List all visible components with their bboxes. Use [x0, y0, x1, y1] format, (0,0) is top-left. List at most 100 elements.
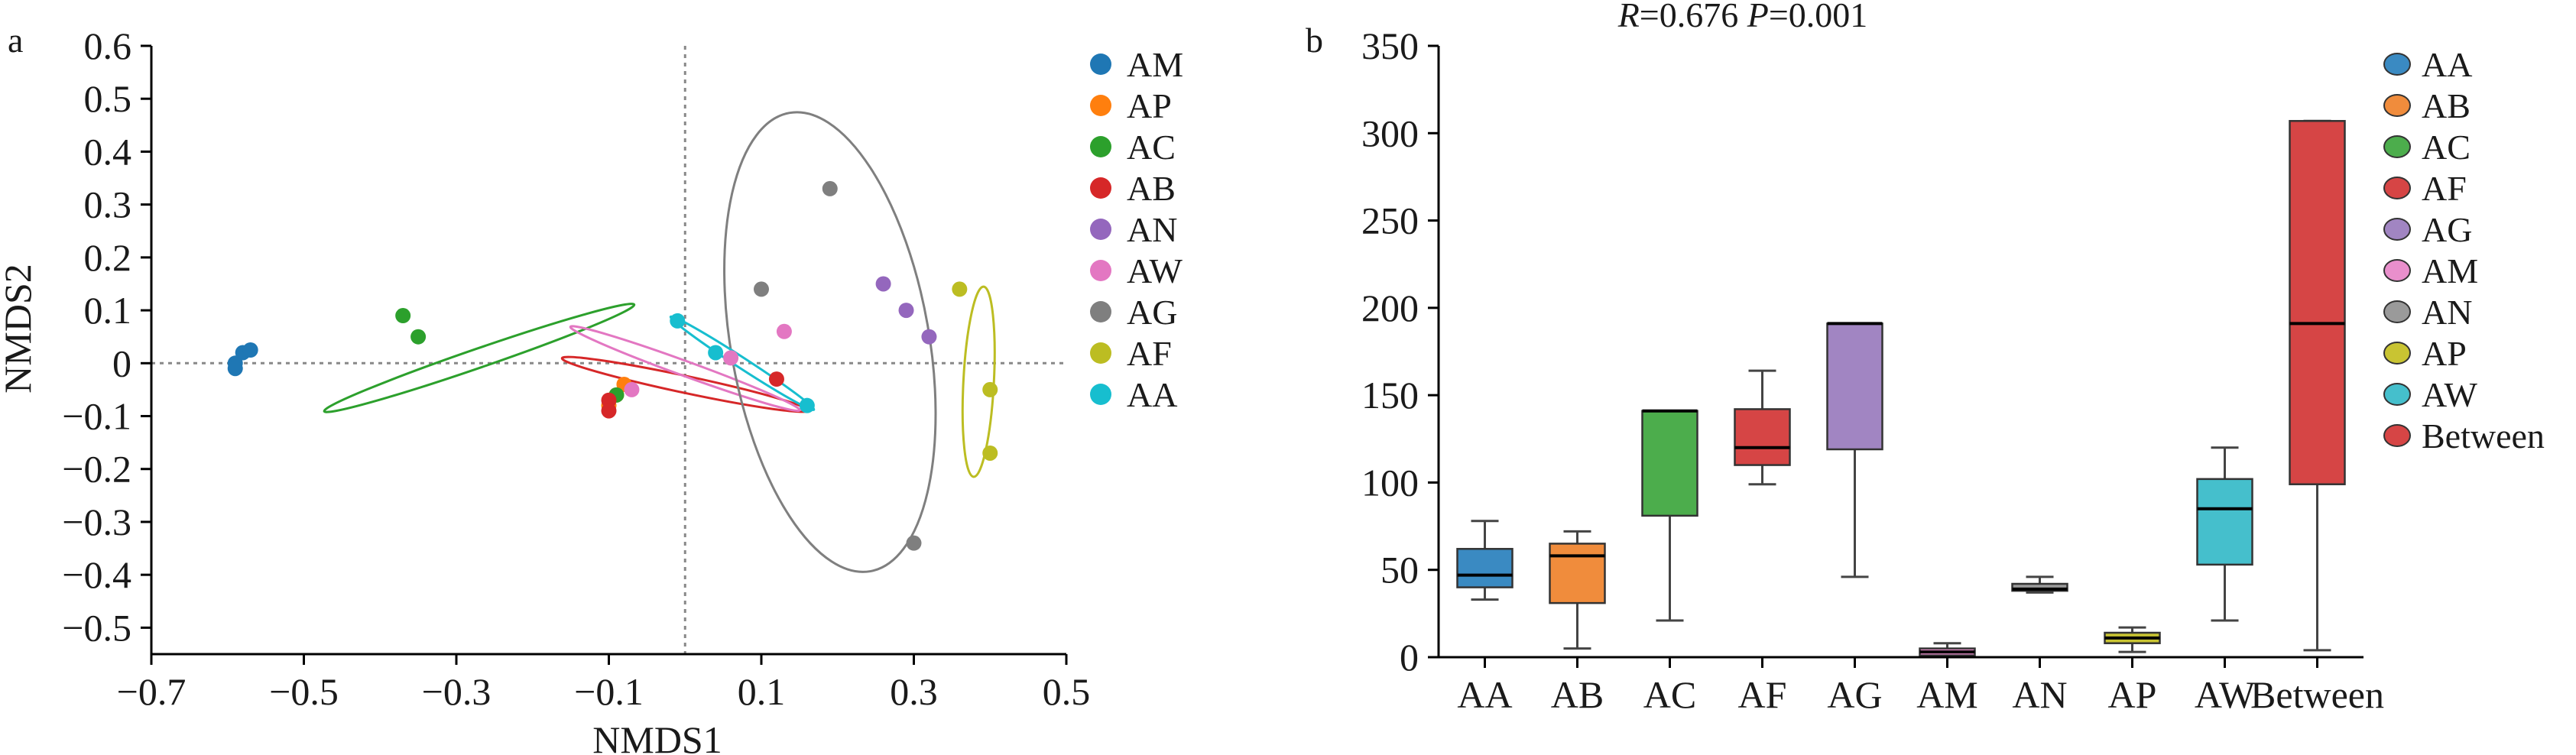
stat-r-symbol: R: [1617, 0, 1640, 34]
point-an: [921, 329, 937, 345]
box-aw: [2196, 478, 2253, 566]
legend-label-ag: AG: [2422, 210, 2472, 249]
legend-marker-aa: [1090, 384, 1111, 405]
point-aw: [776, 323, 792, 339]
legend-marker-ac: [1090, 136, 1111, 157]
x-tick-label: AN: [2012, 673, 2067, 716]
legend-marker-ag: [1090, 301, 1111, 322]
legend-label-aw: AW: [2422, 375, 2478, 414]
x-tick-label: AA: [1457, 673, 1512, 716]
point-aa: [799, 397, 815, 413]
point-aa: [708, 345, 724, 361]
y-tick-label: −0.3: [62, 501, 131, 543]
x-tick-label: −0.1: [574, 670, 644, 713]
legend-marker-ag: [2383, 218, 2411, 241]
y-tick-label: −0.5: [62, 606, 131, 649]
legend-marker-aa: [2383, 53, 2411, 76]
point-af: [952, 281, 968, 297]
x-tick-label: AC: [1643, 673, 1696, 716]
legend-label-af: AF: [2422, 169, 2467, 208]
legend-marker-ac: [2383, 135, 2411, 158]
ellipse-af: [961, 285, 996, 478]
y-axis-title: NMDS2: [0, 264, 39, 393]
y-tick-label: −0.4: [62, 553, 131, 596]
stat-r-value: =0.676: [1640, 0, 1747, 34]
x-tick-label: 0.1: [738, 670, 786, 713]
legend-marker-ab: [2383, 94, 2411, 117]
y-tick-label: 0.6: [84, 24, 132, 67]
box-an: [2011, 582, 2068, 592]
box-aa: [1456, 548, 1513, 588]
legend-label-ag: AG: [1127, 293, 1177, 332]
x-tick-label: −0.3: [422, 670, 492, 713]
legend-label-ap: AP: [2422, 334, 2467, 373]
legend-marker-an: [1090, 219, 1111, 240]
x-tick-label: 0.3: [890, 670, 938, 713]
legend-marker-aw: [2383, 383, 2411, 406]
panel-a-letter: a: [8, 21, 23, 60]
x-tick-label: AF: [1738, 673, 1787, 716]
y-tick-label: 0: [112, 342, 131, 384]
y-tick-label: 300: [1361, 112, 1419, 154]
box-panel: b R=0.676 P=0.001 0 50 100 150 200 250 300 350 A…: [1306, 0, 2545, 716]
legend-label-ac: AC: [2422, 128, 2471, 167]
point-ac: [395, 308, 411, 324]
legend-marker-between: [2383, 424, 2411, 447]
x-tick-label: 0.5: [1043, 670, 1091, 713]
box-ac: [1641, 410, 1698, 517]
box-ab: [1549, 543, 1606, 604]
point-ab: [601, 392, 617, 408]
nmds-panel: a −0.7 −0.5 −0.3 −0.1 0.1 0.3 0.5 0.6 0.5 0.4 0.3 0…: [0, 21, 1183, 755]
y-tick-label: 0.2: [84, 236, 132, 279]
y-tick-label: −0.2: [62, 448, 131, 491]
legend-marker-ap: [1090, 95, 1111, 116]
legend-marker-an: [2383, 300, 2411, 323]
y-tick-label: 0.5: [84, 77, 132, 120]
ellipse-ac: [323, 303, 636, 413]
point-an: [898, 303, 914, 319]
point-ag: [906, 535, 922, 551]
y-tick-label: 0.3: [84, 183, 132, 226]
y-tick-label: −0.1: [62, 395, 131, 438]
legend-label-am: AM: [2422, 251, 2478, 290]
y-tick-label: 0: [1400, 636, 1419, 679]
legend-marker-af: [1090, 342, 1111, 364]
legend-marker-am: [2383, 259, 2411, 282]
stat-title: R=0.676 P=0.001: [1617, 0, 1868, 34]
point-aw: [723, 350, 739, 366]
ellipse-aa: [669, 315, 816, 411]
y-tick-label: 350: [1361, 24, 1419, 67]
legend-label-ab: AB: [2422, 86, 2471, 125]
point-ac: [410, 329, 427, 345]
x-tick-label: AM: [1916, 673, 1978, 716]
legend-marker-am: [1090, 53, 1111, 75]
legend-marker-ab: [1090, 177, 1111, 199]
legend-marker-ap: [2383, 342, 2411, 365]
point-am: [227, 361, 243, 377]
legend-label-am: AM: [1127, 45, 1183, 84]
point-an: [875, 276, 891, 292]
stat-p-value: =0.001: [1769, 0, 1867, 34]
point-aw: [624, 381, 640, 397]
x-tick-label: −0.7: [117, 670, 187, 713]
ellipse-aw: [569, 325, 801, 413]
point-aa: [670, 313, 686, 329]
legend-label-aa: AA: [2422, 45, 2472, 84]
y-tick-label: 100: [1361, 461, 1419, 504]
panel-b-letter: b: [1306, 21, 1323, 60]
legend-label-an: AN: [1127, 210, 1177, 249]
point-ag: [754, 281, 769, 297]
point-ag: [822, 180, 838, 196]
x-tick-label: Between: [2250, 673, 2384, 716]
x-tick-label: AB: [1551, 673, 1604, 716]
y-tick-label: 250: [1361, 199, 1419, 242]
legend-label-ac: AC: [1127, 128, 1176, 167]
y-tick-label: 50: [1380, 549, 1419, 591]
legend-label-ab: AB: [1127, 169, 1176, 208]
y-tick-label: 200: [1361, 287, 1419, 329]
x-tick-label: AW: [2195, 673, 2256, 716]
legend-label-aw: AW: [1127, 251, 1183, 290]
stat-p-symbol: P: [1747, 0, 1769, 34]
point-af: [982, 445, 998, 461]
